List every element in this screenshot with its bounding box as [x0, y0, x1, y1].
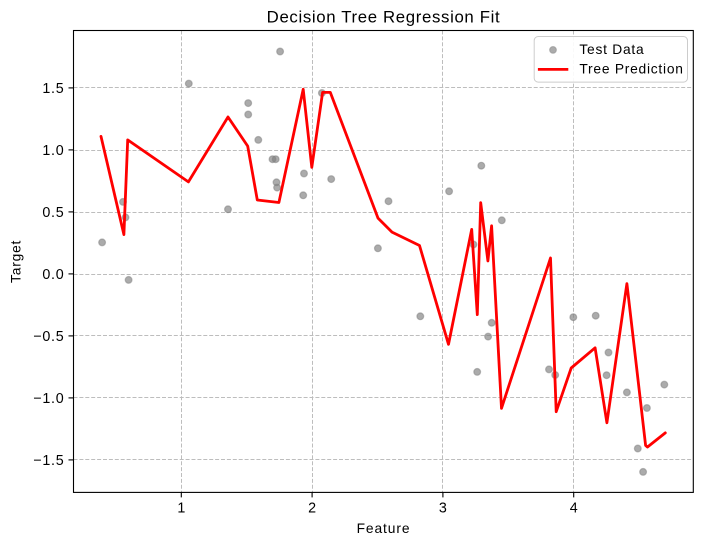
svg-text:Test Data: Test Data	[579, 42, 644, 57]
svg-text:−1.0: −1.0	[33, 391, 64, 407]
svg-text:1.0: 1.0	[42, 143, 64, 159]
svg-text:Tree Prediction: Tree Prediction	[579, 62, 683, 77]
svg-text:0.0: 0.0	[42, 267, 64, 283]
svg-text:3: 3	[439, 501, 447, 517]
svg-text:Decision Tree Regression Fit: Decision Tree Regression Fit	[267, 7, 501, 26]
svg-text:0.5: 0.5	[42, 205, 64, 221]
svg-text:−0.5: −0.5	[33, 329, 64, 345]
svg-text:−1.5: −1.5	[33, 453, 64, 469]
svg-text:1.5: 1.5	[42, 81, 64, 97]
svg-text:1: 1	[177, 501, 185, 517]
svg-text:Target: Target	[8, 240, 23, 283]
svg-text:2: 2	[308, 501, 316, 517]
svg-text:4: 4	[570, 501, 578, 517]
svg-text:Feature: Feature	[357, 521, 411, 536]
